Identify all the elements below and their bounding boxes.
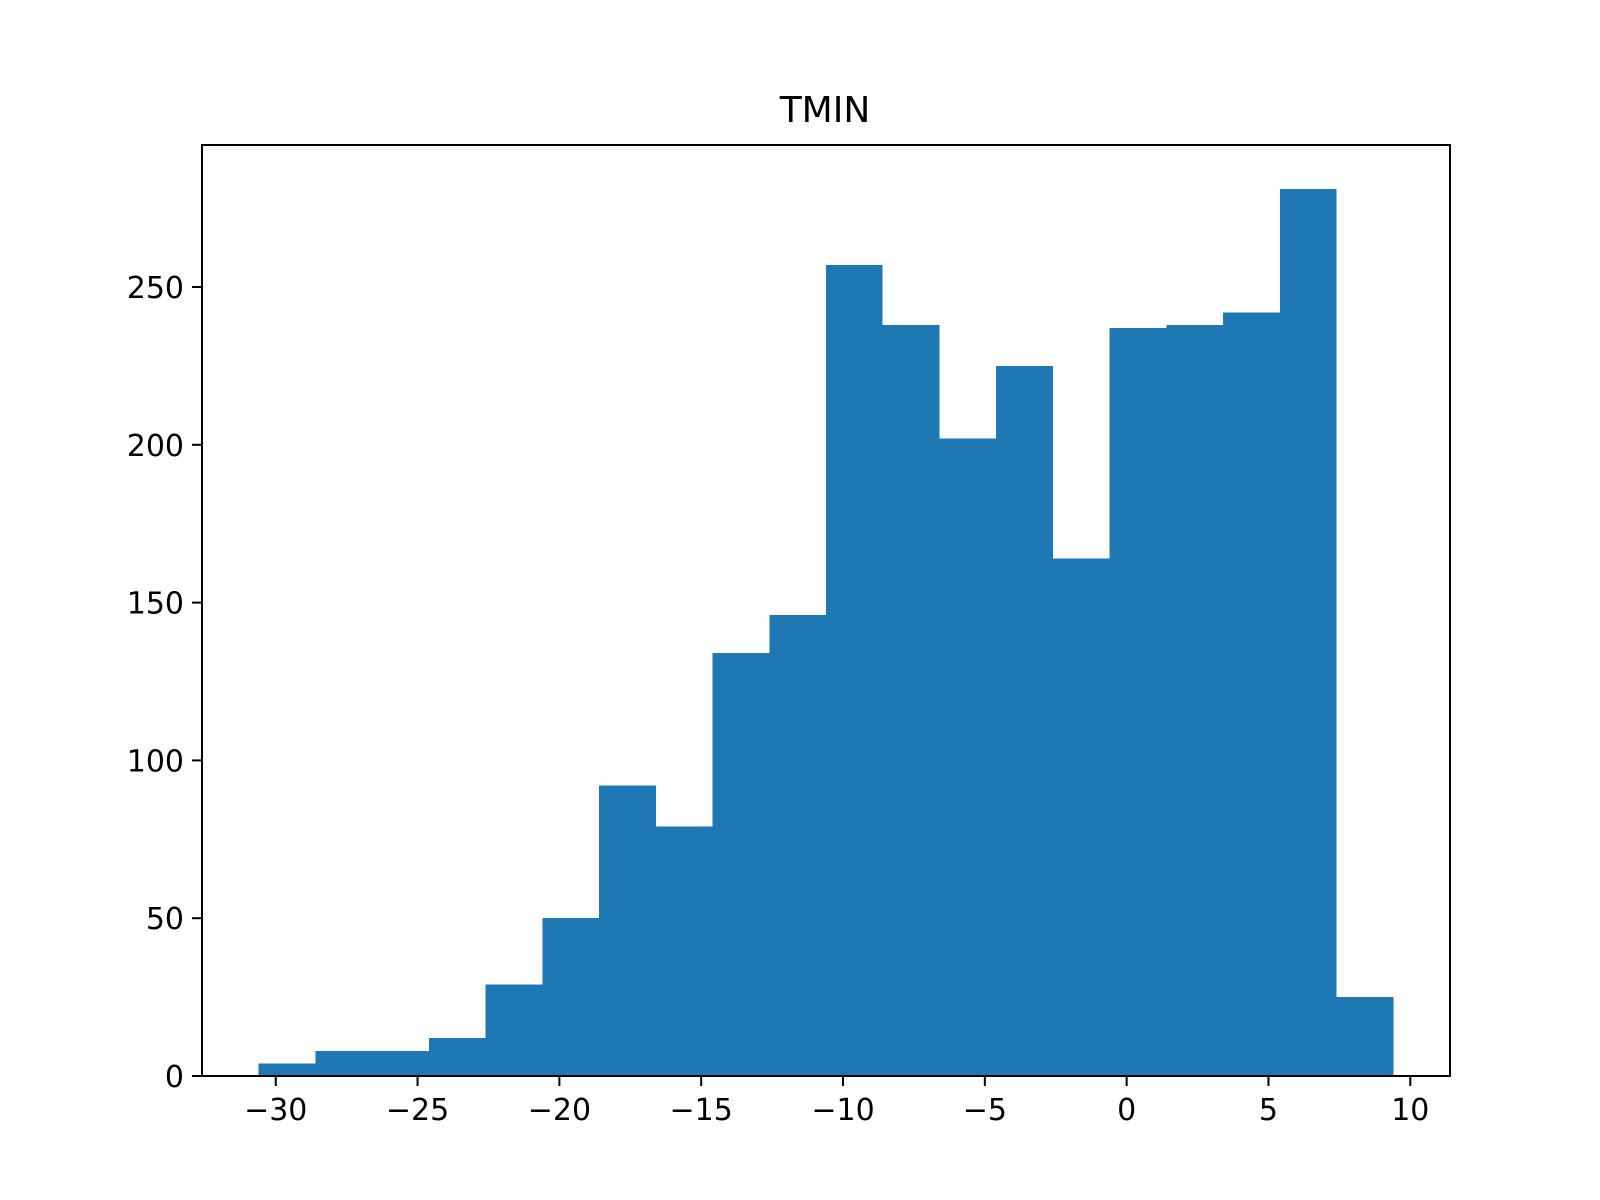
x-tick-label: −15 <box>670 1093 733 1128</box>
histogram-bar <box>599 785 656 1076</box>
histogram-bar <box>882 324 940 1076</box>
histogram-bar <box>315 1050 373 1076</box>
y-axis: 0 50 100 150 200 250 <box>127 271 202 1095</box>
histogram-bar <box>939 438 997 1076</box>
y-tick-label: 150 <box>127 587 184 622</box>
histogram-bar <box>1336 997 1394 1076</box>
y-tick-label: 250 <box>127 271 184 306</box>
x-tick-label: 5 <box>1259 1093 1278 1128</box>
histogram-bars <box>258 189 1394 1076</box>
y-tick-label: 0 <box>165 1060 184 1095</box>
histogram-bar <box>996 365 1053 1076</box>
x-axis: −30 −25 −20 −15 −10 −5 0 5 10 <box>244 1076 1429 1128</box>
histogram-bar <box>655 826 713 1076</box>
chart-title: TMIN <box>779 90 871 131</box>
histogram-bar <box>485 984 543 1076</box>
histogram-bar <box>826 264 883 1076</box>
histogram-bar <box>769 615 826 1076</box>
y-tick-label: 50 <box>146 902 184 937</box>
histogram-bar <box>1166 324 1224 1076</box>
x-tick-label: −10 <box>811 1093 874 1128</box>
plot-frame <box>201 144 1451 1077</box>
y-tick-label: 200 <box>127 429 184 464</box>
histogram-bar <box>542 918 600 1076</box>
x-tick-label: −25 <box>386 1093 449 1128</box>
x-tick-label: −5 <box>963 1093 1007 1128</box>
histogram-bar <box>428 1038 486 1076</box>
x-tick-label: 10 <box>1391 1093 1429 1128</box>
histogram-bar <box>1052 558 1110 1076</box>
x-tick-label: −20 <box>528 1093 591 1128</box>
histogram-bar <box>258 1063 316 1076</box>
histogram-bar <box>1279 189 1337 1076</box>
histogram-bar <box>1223 312 1280 1076</box>
histogram-bar <box>372 1050 429 1076</box>
histogram-bar <box>1109 328 1167 1076</box>
x-tick-label: −30 <box>244 1093 307 1128</box>
y-tick-label: 100 <box>127 744 184 779</box>
histogram-bar <box>712 653 770 1076</box>
x-tick-label: 0 <box>1117 1093 1136 1128</box>
